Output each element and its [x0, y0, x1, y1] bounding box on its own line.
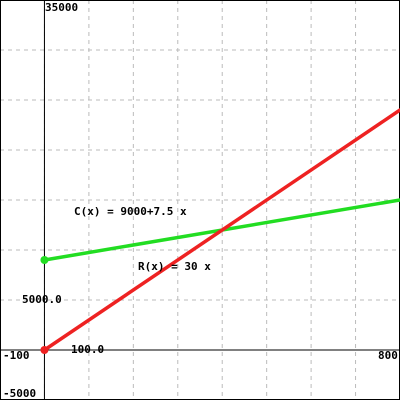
- y-min-label: -5000: [3, 387, 36, 400]
- origin-point: [40, 346, 49, 354]
- revenue-function-label: R(x) = 30 x: [138, 260, 211, 273]
- cost-start-point: [40, 256, 49, 264]
- cost-function-label: C(x) = 9000+7.5 x: [74, 205, 187, 218]
- revenue-line: [42, 108, 400, 352]
- x-min-label: -100: [3, 349, 30, 362]
- x-max-label: 800: [378, 349, 398, 362]
- x-tick-label: 100.0: [71, 343, 104, 356]
- y-tick-label: 5000.0: [22, 293, 62, 306]
- series-group: [40, 108, 400, 354]
- y-max-label: 35000: [45, 1, 78, 14]
